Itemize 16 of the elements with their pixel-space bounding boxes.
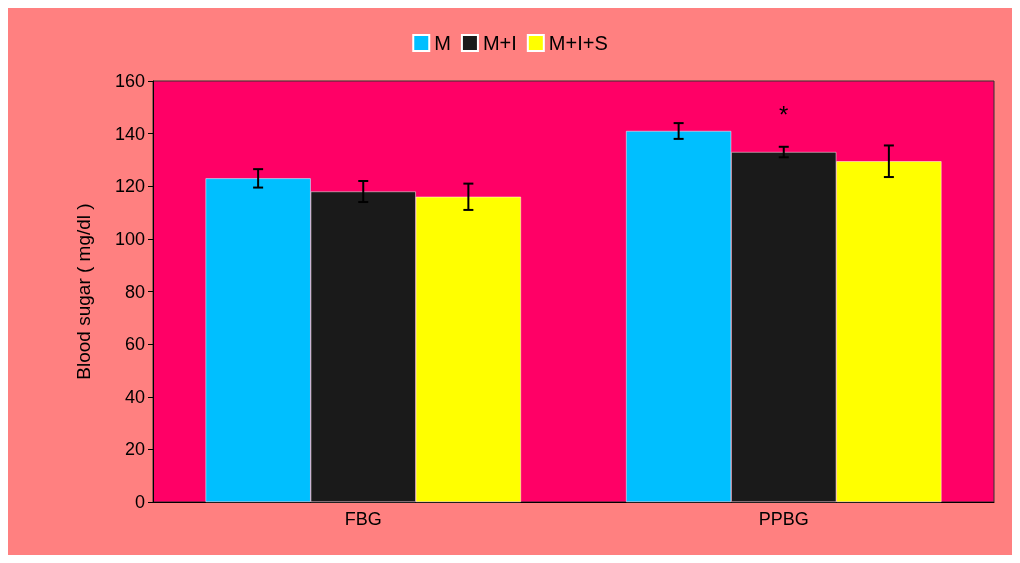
legend-label: M+I+S: [548, 32, 608, 54]
legend-label: M+I: [482, 32, 517, 54]
y-tick-label: 80: [124, 281, 145, 302]
y-tick-label: 60: [124, 334, 145, 355]
x-tick-label: PPBG: [758, 509, 809, 529]
legend-label: M: [434, 32, 451, 54]
y-tick-label: 40: [124, 386, 145, 407]
y-axis-title: Blood sugar ( mg/dl ): [73, 203, 94, 380]
y-tick-label: 140: [114, 123, 145, 144]
y-tick-label: 0: [134, 492, 145, 512]
y-tick-label: 100: [114, 228, 145, 249]
y-tick-label: 20: [124, 439, 145, 460]
y-tick-label: 160: [114, 71, 145, 91]
y-tick-label: 120: [114, 176, 145, 197]
annotation: *: [779, 100, 789, 128]
x-tick-label: FBG: [344, 509, 382, 529]
